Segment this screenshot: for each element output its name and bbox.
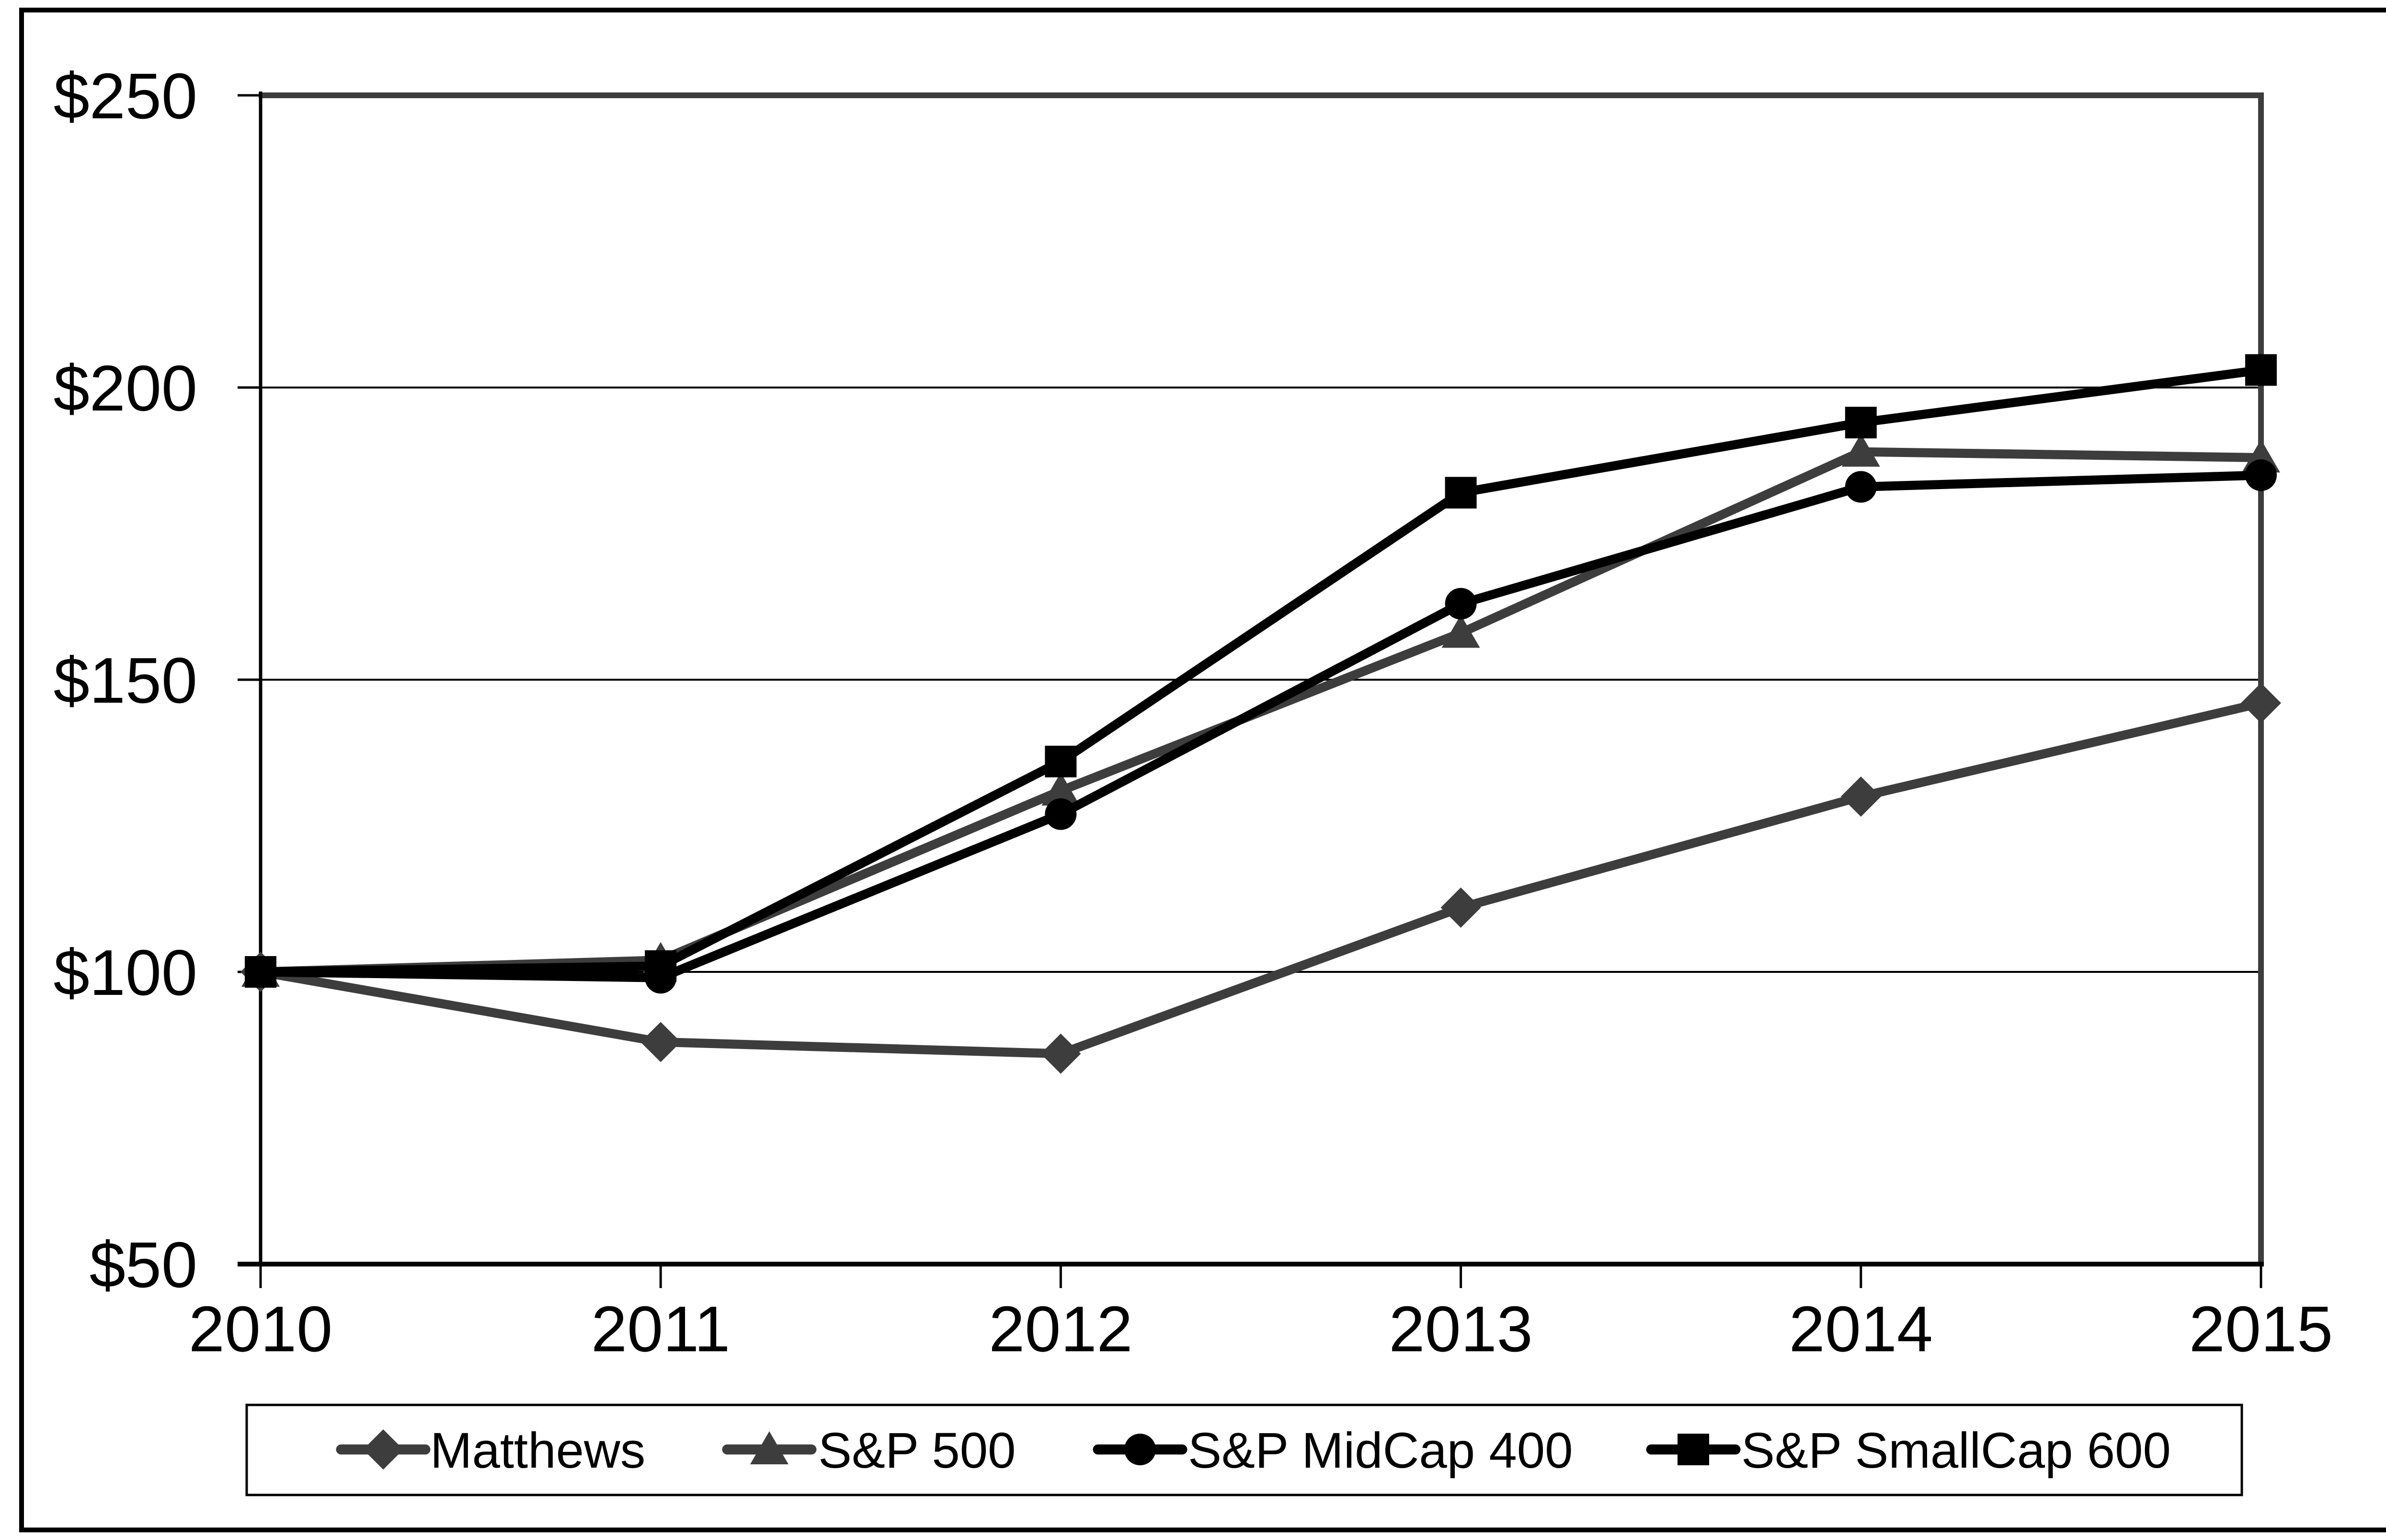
legend-marker-S&P MidCap 400 (1124, 1434, 1156, 1465)
marker-Matthews-2011 (640, 1022, 681, 1062)
legend-marker-Matthews (363, 1429, 403, 1470)
legend-label-S&P 500: S&P 500 (818, 1423, 1016, 1479)
marker-S&P MidCap 400-2013 (1445, 588, 1477, 620)
legend-marker-S&P SmallCap 600 (1678, 1434, 1709, 1465)
legend-marker-S&P 500 (750, 1431, 788, 1464)
x-tick-label-2013: 2013 (1389, 1293, 1532, 1365)
marker-Matthews-2013 (1440, 887, 1481, 928)
figure-border (19, 8, 2386, 1532)
marker-Matthews-2012 (1040, 1033, 1081, 1074)
marker-Matthews-2014 (1840, 776, 1881, 817)
marker-S&P SmallCap 600-2010 (245, 956, 276, 988)
marker-S&P 500-2013 (1441, 615, 1480, 648)
stock-performance-graph: $250 $200 $150 $100 $50 2010 2011 2012 2013 2014 2… (19, 8, 2386, 1532)
marker-S&P SmallCap 600-2012 (1045, 745, 1077, 777)
legend-label-S&P SmallCap 600: S&P SmallCap 600 (1741, 1423, 2171, 1479)
y-tick-label-250: $250 (54, 60, 197, 132)
marker-S&P SmallCap 600-2011 (645, 950, 677, 982)
y-tick-label-200: $200 (54, 352, 197, 424)
marker-S&P MidCap 400-2012 (1045, 798, 1077, 830)
marker-S&P MidCap 400-2014 (1845, 471, 1877, 503)
legend-box (245, 1403, 2243, 1496)
y-tick-label-50: $50 (90, 1229, 197, 1301)
x-tick-label-2012: 2012 (989, 1293, 1132, 1365)
legend-label-Matthews: Matthews (430, 1423, 645, 1479)
x-tick-label-2014: 2014 (1789, 1293, 1933, 1365)
y-tick-label-100: $100 (54, 936, 197, 1009)
marker-S&P 500-2014 (1841, 433, 1880, 467)
marker-S&P MidCap 400-2015 (2245, 459, 2277, 491)
y-tick-label-150: $150 (54, 644, 197, 717)
marker-Matthews-2015 (2241, 683, 2281, 723)
x-tick-label-2011: 2011 (591, 1293, 730, 1365)
series-line-S&P SmallCap 600 (260, 365, 2262, 977)
marker-S&P SmallCap 600-2015 (2245, 354, 2277, 386)
marker-S&P SmallCap 600-2013 (1445, 477, 1477, 509)
marker-S&P 500-2012 (1041, 772, 1080, 806)
marker-S&P SmallCap 600-2014 (1845, 407, 1877, 439)
series-line-S&P MidCap 400 (260, 470, 2261, 982)
series-line-Matthews (260, 698, 2262, 1059)
x-tick-label-2015: 2015 (2189, 1293, 2333, 1365)
legend-label-S&P MidCap 400: S&P MidCap 400 (1188, 1423, 1573, 1479)
x-tick-label-2010: 2010 (189, 1293, 332, 1365)
